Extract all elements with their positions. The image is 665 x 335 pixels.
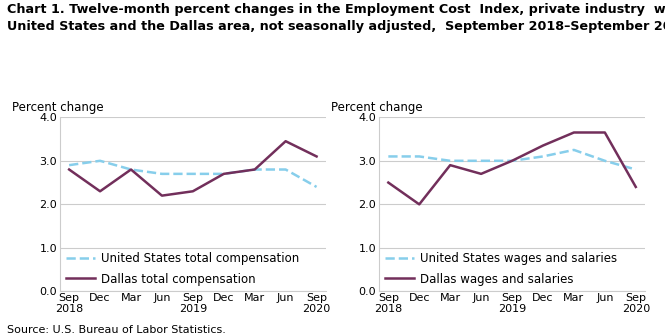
Legend: United States total compensation, Dallas total compensation: United States total compensation, Dallas… xyxy=(66,253,299,285)
Legend: United States wages and salaries, Dallas wages and salaries: United States wages and salaries, Dallas… xyxy=(385,253,618,285)
Y-axis label: Percent change: Percent change xyxy=(331,101,423,114)
Text: Chart 1. Twelve-month percent changes in the Employment Cost  Index, private ind: Chart 1. Twelve-month percent changes in… xyxy=(7,3,665,33)
Y-axis label: Percent change: Percent change xyxy=(12,101,104,114)
Text: Source: U.S. Bureau of Labor Statistics.: Source: U.S. Bureau of Labor Statistics. xyxy=(7,325,225,335)
